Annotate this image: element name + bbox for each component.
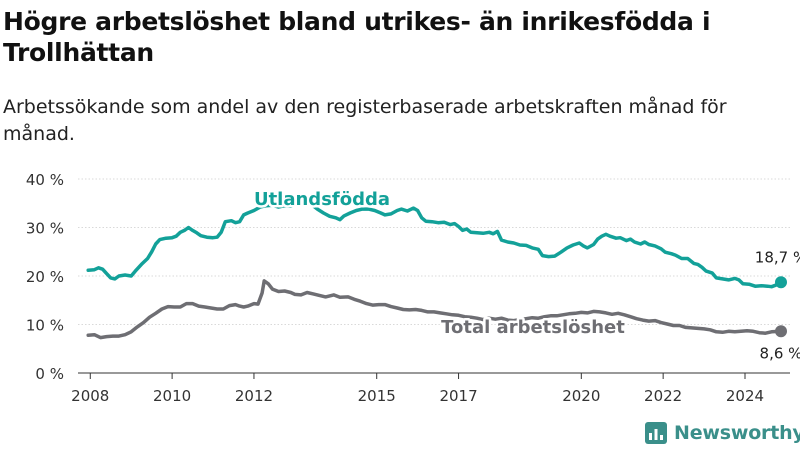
- y-tick-label: 0 %: [35, 365, 64, 383]
- y-tick-label: 30 %: [26, 220, 64, 238]
- series-labels: 18,7 % 8,6 % Utlandsfödda Total arbetslöshe…: [251, 187, 800, 363]
- newsworthy-logo-icon: [645, 422, 667, 444]
- x-tick-label: 2020: [562, 387, 600, 405]
- y-tick-label: 20 %: [26, 268, 64, 286]
- series-end-label-1: 8,6 %: [760, 344, 800, 362]
- series-line-0: [86, 200, 783, 289]
- brand-name: Newsworthy: [674, 422, 800, 444]
- x-axis: 2008 2010 2012 2015 2017 2020 2022 2024: [71, 372, 790, 405]
- x-tick-label: 2022: [644, 387, 682, 405]
- y-tick-label: 40 %: [26, 171, 64, 189]
- series-group: [86, 200, 787, 340]
- x-tick-label: 2015: [358, 387, 396, 405]
- x-tick-label: 2017: [439, 387, 477, 405]
- chart-title: Högre arbetslöshet bland utrikes- än inr…: [3, 7, 711, 67]
- series-line-1: [86, 279, 783, 340]
- x-tick-label: 2008: [71, 387, 109, 405]
- series-name-label-0: Utlandsfödda: [254, 189, 390, 210]
- chart-subtitle: Arbetssökande som andel av den registerb…: [3, 96, 727, 145]
- series-end-label-0: 18,7 %: [755, 248, 800, 266]
- x-tick-label: 2024: [726, 387, 764, 405]
- x-tick-label: 2012: [235, 387, 273, 405]
- series-name-label-1: Total arbetslöshet: [441, 317, 625, 338]
- y-axis-tick-labels: 0 % 10 % 20 % 30 % 40 %: [26, 171, 64, 383]
- series-end-marker-0: [774, 276, 787, 289]
- series-end-marker-1: [774, 325, 787, 338]
- y-tick-label: 10 %: [26, 317, 64, 335]
- newsworthy-brand: Newsworthy: [644, 419, 800, 447]
- x-tick-label: 2010: [153, 387, 191, 405]
